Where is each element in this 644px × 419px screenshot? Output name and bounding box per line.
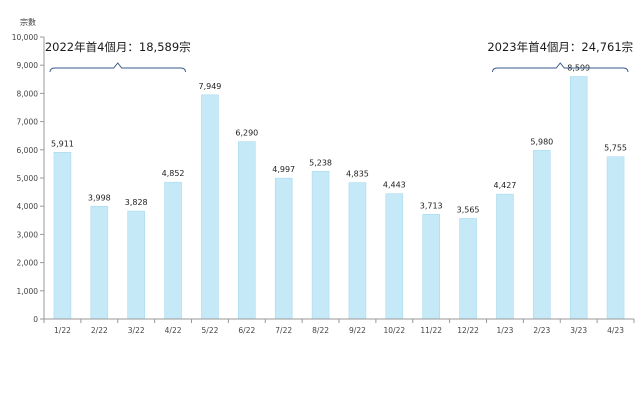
x-tick-label: 9/22 <box>349 326 366 335</box>
annotation-label: 2022年首4個月：18,589宗 <box>45 40 191 54</box>
x-tick-label: 12/22 <box>457 326 479 335</box>
x-tick-label: 8/22 <box>312 326 329 335</box>
y-tick-label: 8,000 <box>17 89 39 98</box>
y-tick-label: 0 <box>33 315 38 324</box>
x-tick-label: 7/22 <box>275 326 292 335</box>
data-label: 4,835 <box>346 170 369 179</box>
y-tick-label: 4,000 <box>17 202 39 211</box>
x-tick-label: 4/23 <box>607 326 624 335</box>
data-label: 3,565 <box>457 205 480 214</box>
bar <box>606 156 625 320</box>
data-label: 3,828 <box>125 198 148 207</box>
bar <box>385 193 404 320</box>
y-tick-label: 9,000 <box>17 61 39 70</box>
data-label: 4,852 <box>162 169 185 178</box>
x-tick-label: 4/22 <box>165 326 182 335</box>
x-tick-label: 3/23 <box>570 326 587 335</box>
bar <box>311 171 330 320</box>
y-tick-label: 1,000 <box>17 287 39 296</box>
y-tick-label: 7,000 <box>17 118 39 127</box>
bar <box>533 150 551 320</box>
annotations: 2022年首4個月：18,589宗 2023年首4個月：24,761宗 <box>45 40 633 73</box>
x-tick-label: 1/23 <box>497 326 514 335</box>
x-tick-label: 5/22 <box>202 326 219 335</box>
bar <box>164 181 182 320</box>
x-tick-label: 11/22 <box>420 326 442 335</box>
data-label: 5,980 <box>530 137 553 146</box>
data-label: 5,238 <box>309 158 332 167</box>
x-tick-label: 3/22 <box>128 326 145 335</box>
x-tick-label: 2/22 <box>91 326 108 335</box>
bar <box>569 76 588 320</box>
bar <box>274 177 293 320</box>
data-label: 5,911 <box>51 139 74 148</box>
x-tick-label: 2/23 <box>533 326 550 335</box>
data-label: 3,713 <box>420 201 443 210</box>
bar <box>127 210 145 320</box>
bar <box>348 182 367 320</box>
data-label: 4,443 <box>383 181 406 190</box>
data-label: 4,427 <box>493 181 516 190</box>
bar <box>53 152 72 320</box>
y-tick-label: 5,000 <box>17 174 39 183</box>
annotation-bracket <box>49 62 186 73</box>
bar <box>496 193 514 320</box>
bar <box>201 94 219 320</box>
annotation-bracket <box>492 62 629 73</box>
y-axis: 0 1,000 2,000 3,000 4,000 5,000 6,000 7,000 8,00… <box>12 33 45 324</box>
y-tick-label: 3,000 <box>17 230 39 239</box>
bar <box>422 214 440 320</box>
data-label: 5,755 <box>604 144 627 153</box>
x-tick-label: 1/22 <box>54 326 71 335</box>
x-tick-label: 6/22 <box>238 326 255 335</box>
bars: 5,911 3,998 3,828 4,852 7,949 6,290 4,997 5,238… <box>51 64 627 320</box>
data-label: 7,949 <box>198 82 221 91</box>
data-label: 6,290 <box>235 129 258 138</box>
x-axis: 1/22 2/22 3/22 4/22 5/22 6/22 7/22 8/22 9/22 10/2… <box>43 318 635 335</box>
y-tick-label: 6,000 <box>17 146 39 155</box>
data-label: 3,998 <box>88 193 111 202</box>
annotation-label: 2023年首4個月：24,761宗 <box>487 40 633 54</box>
bar <box>459 218 477 320</box>
y-axis-label: 宗數 <box>20 17 36 27</box>
data-label: 4,997 <box>272 165 295 174</box>
y-tick-label: 2,000 <box>17 259 39 268</box>
y-tick-label: 10,000 <box>12 33 38 42</box>
x-tick-label: 10/22 <box>384 326 406 335</box>
bar <box>90 206 109 320</box>
bar <box>238 141 256 320</box>
